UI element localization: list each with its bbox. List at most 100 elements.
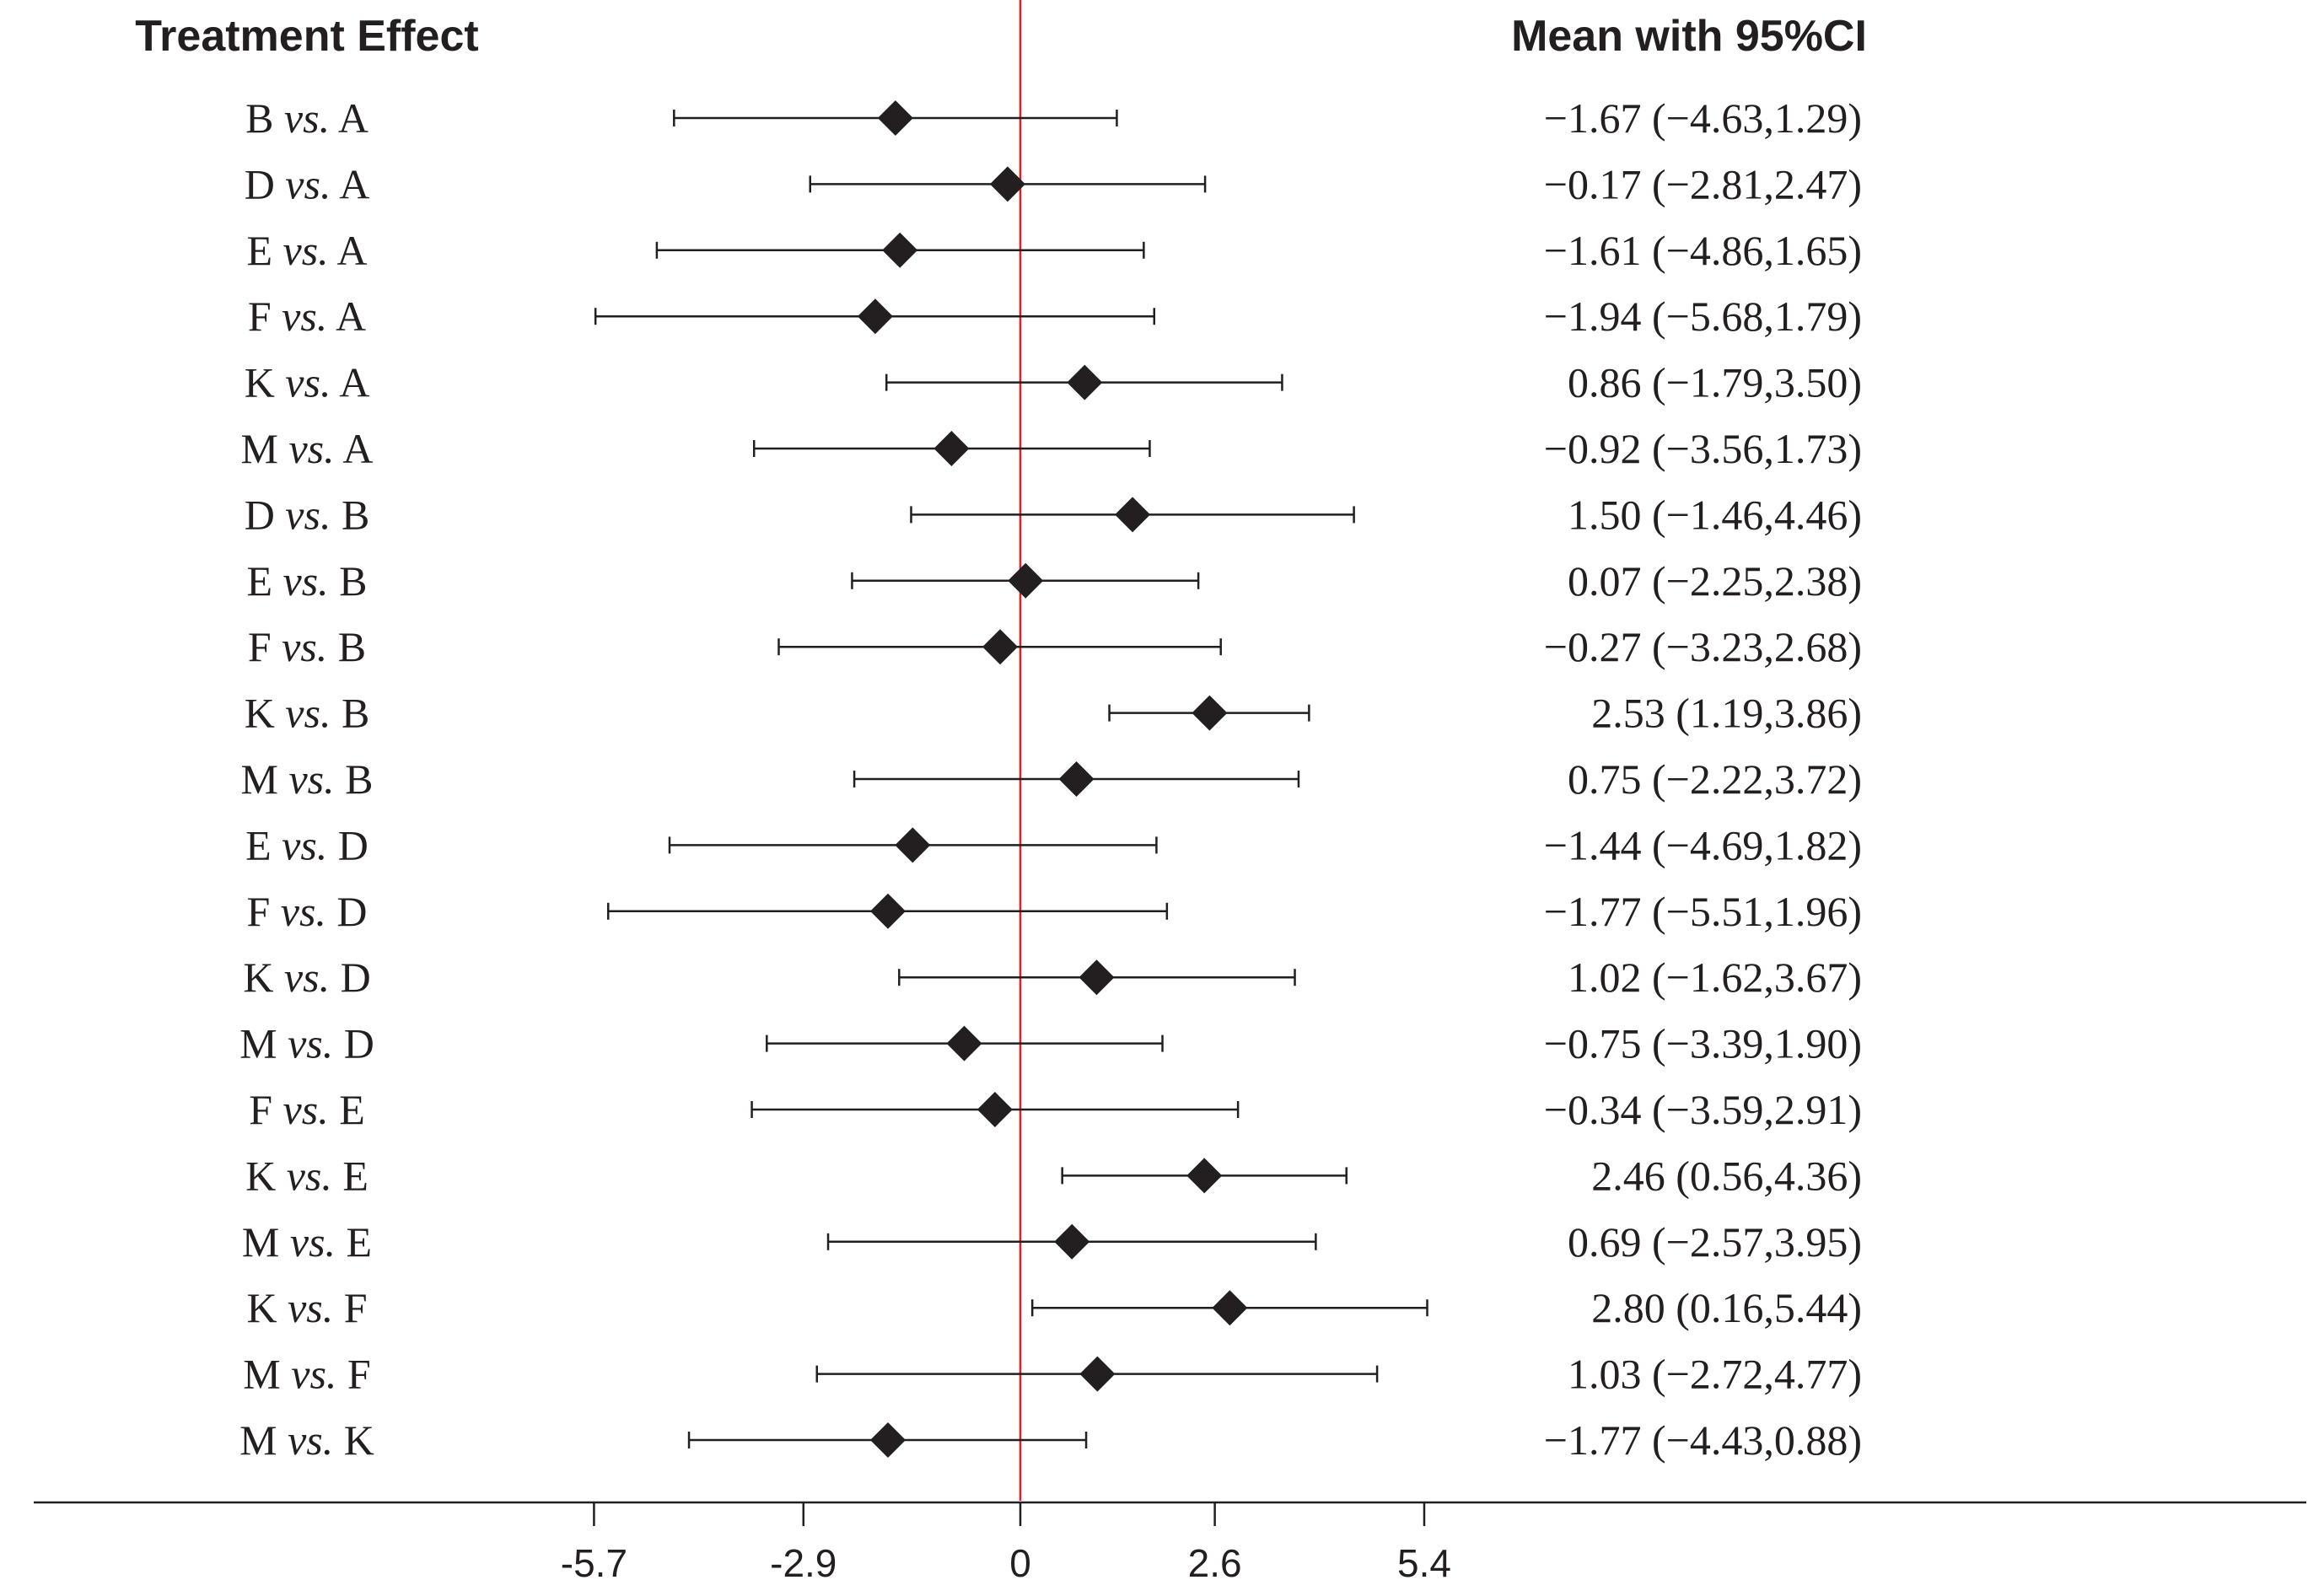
row-label: K vs. A	[245, 359, 370, 406]
row-label-first: D	[245, 160, 286, 207]
mean-marker	[895, 827, 931, 863]
row-value-text: −0.34 (−3.59,2.91)	[1544, 1086, 1862, 1133]
row-label-first: F	[248, 623, 282, 670]
forest-row: E vs. A −1.61 (−4.86,1.65)	[246, 227, 1862, 274]
forest-rows: B vs. A −1.67 (−4.63,1.29) D vs. A −0.17 (−…	[239, 0, 1862, 1501]
row-label-second: E	[332, 1152, 369, 1199]
mean-marker	[989, 166, 1025, 202]
row-label: K vs. D	[243, 954, 370, 1001]
row-value-text: 2.46 (0.56,4.36)	[1591, 1152, 1862, 1199]
row-label-first: F	[248, 293, 282, 340]
mean-marker	[982, 629, 1019, 665]
row-label-second: E	[336, 1218, 372, 1266]
row-value-text: 0.07 (−2.25,2.38)	[1568, 557, 1862, 605]
row-label-second: A	[327, 293, 366, 340]
row-label-first: M	[242, 1218, 290, 1266]
row-label-second: A	[331, 359, 369, 406]
row-label-first: K	[245, 1152, 287, 1199]
row-label-sep: vs.	[287, 1152, 332, 1199]
row-label: K vs. E	[245, 1152, 369, 1199]
row-label: B vs. A	[245, 94, 369, 142]
row-label: E vs. B	[246, 557, 367, 605]
row-label-first: M	[241, 425, 289, 472]
forest-row: F vs. A −1.94 (−5.68,1.79)	[248, 293, 1862, 340]
forest-row: K vs. F 2.80 (0.16,5.44)	[246, 1284, 1862, 1331]
row-label-second: K	[333, 1416, 374, 1464]
row-value-text: −1.77 (−4.43,0.88)	[1544, 1416, 1862, 1464]
forest-row: B vs. A −1.67 (−4.63,1.29)	[245, 94, 1862, 142]
row-label-sep: vs.	[284, 954, 330, 1001]
forest-row: F vs. B −0.27 (−3.23,2.68)	[248, 623, 1862, 670]
row-label-second: D	[330, 954, 371, 1001]
forest-row: M vs. F 1.03 (−2.72,4.77)	[243, 1351, 1862, 1398]
x-tick-label: 0	[1009, 1541, 1031, 1580]
row-label-sep: vs.	[288, 755, 334, 803]
row-label-sep: vs.	[282, 623, 327, 670]
row-label-first: K	[245, 690, 286, 737]
row-label-second: F	[336, 1351, 370, 1398]
row-value-text: 1.02 (−1.62,3.67)	[1568, 954, 1862, 1001]
row-label: F vs. A	[248, 293, 366, 340]
row-label-second: A	[330, 94, 369, 142]
mean-marker	[877, 100, 913, 136]
row-label-second: B	[327, 623, 366, 670]
row-label-sep: vs.	[290, 1218, 336, 1266]
row-label-sep: vs.	[283, 1086, 329, 1133]
forest-row: M vs. A −0.92 (−3.56,1.73)	[241, 425, 1862, 472]
row-label-sep: vs.	[284, 94, 330, 142]
row-label-first: K	[243, 954, 284, 1001]
row-value-text: 0.75 (−2.22,3.72)	[1568, 755, 1862, 803]
mean-marker	[1079, 1356, 1116, 1392]
right-column-header: Mean with 95%CI	[1511, 12, 1867, 61]
row-label-sep: vs.	[283, 557, 329, 605]
row-label-first: D	[245, 491, 286, 538]
row-label-second: A	[329, 227, 368, 274]
x-tick-label: 5.4	[1397, 1541, 1451, 1580]
row-label-sep: vs.	[285, 491, 331, 538]
row-value-text: 0.86 (−1.79,3.50)	[1568, 359, 1862, 406]
row-label: F vs. B	[248, 623, 366, 670]
row-label-first: B	[245, 94, 284, 142]
row-value-text: 1.03 (−2.72,4.77)	[1568, 1351, 1862, 1398]
mean-marker	[857, 298, 893, 335]
row-label: D vs. A	[245, 160, 370, 207]
row-label-first: M	[241, 755, 289, 803]
row-value-text: −1.94 (−5.68,1.79)	[1544, 293, 1862, 340]
forest-row: F vs. E −0.34 (−3.59,2.91)	[249, 1086, 1862, 1133]
row-label-first: M	[239, 1416, 288, 1464]
row-label-second: B	[331, 690, 369, 737]
row-label-sep: vs.	[282, 293, 327, 340]
row-label-second: B	[335, 755, 374, 803]
row-label-sep: vs.	[288, 1416, 333, 1464]
row-label: K vs. B	[245, 690, 370, 737]
row-value-text: −0.92 (−3.56,1.73)	[1544, 425, 1862, 472]
row-label: F vs. D	[246, 888, 367, 935]
forest-row: E vs. B 0.07 (−2.25,2.38)	[246, 557, 1862, 605]
mean-marker	[946, 1025, 982, 1061]
row-label-second: F	[333, 1284, 367, 1331]
row-label-first: M	[239, 1020, 288, 1067]
x-tick-label: -2.9	[770, 1541, 837, 1580]
row-value-text: −1.44 (−4.69,1.82)	[1544, 821, 1862, 868]
x-tick-label: 2.6	[1188, 1541, 1242, 1580]
row-label: E vs. D	[245, 821, 369, 868]
mean-marker	[870, 1422, 906, 1458]
row-label-sep: vs.	[285, 359, 331, 406]
row-value-text: 2.80 (0.16,5.44)	[1591, 1284, 1862, 1331]
row-label-sep: vs.	[288, 1020, 333, 1067]
row-label: M vs. B	[241, 755, 374, 803]
row-value-text: 0.69 (−2.57,3.95)	[1568, 1218, 1862, 1266]
forest-row: D vs. A −0.17 (−2.81,2.47)	[245, 160, 1862, 207]
forest-row: K vs. D 1.02 (−1.62,3.67)	[243, 954, 1862, 1001]
row-label: K vs. F	[246, 1284, 367, 1331]
mean-marker	[1008, 562, 1044, 599]
row-value-text: −1.67 (−4.63,1.29)	[1544, 94, 1862, 142]
row-value-text: 2.53 (1.19,3.86)	[1591, 690, 1862, 737]
row-label-sep: vs.	[281, 888, 326, 935]
row-label-sep: vs.	[285, 160, 331, 207]
mean-marker	[1067, 364, 1103, 400]
forest-row: E vs. D −1.44 (−4.69,1.82)	[245, 821, 1862, 868]
row-value-text: −0.27 (−3.23,2.68)	[1544, 623, 1862, 670]
row-value-text: −1.61 (−4.86,1.65)	[1544, 227, 1862, 274]
